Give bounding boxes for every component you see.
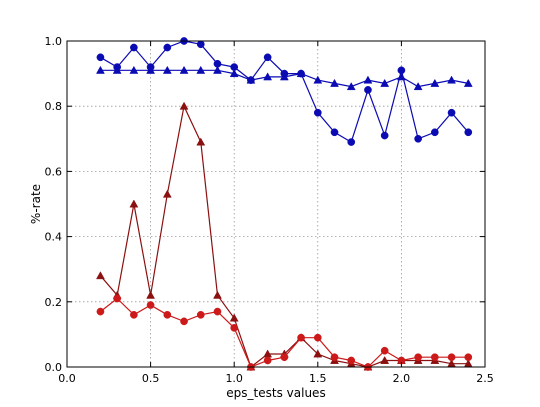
data-point-triangle	[313, 75, 323, 84]
data-point-circle	[196, 40, 205, 49]
data-point-circle	[347, 138, 356, 146]
data-point-triangle	[96, 271, 105, 280]
data-point-circle	[430, 353, 439, 362]
data-point-circle	[297, 333, 305, 342]
data-point-triangle	[229, 69, 239, 78]
x-tick-label: 2.0	[393, 372, 411, 385]
y-tick-label: 0.0	[45, 361, 63, 374]
data-point-circle	[414, 134, 422, 143]
data-point-triangle	[246, 75, 256, 84]
data-point-circle	[163, 310, 172, 319]
x-tick-label: 2.5	[476, 372, 494, 385]
data-point-triangle	[146, 65, 156, 74]
series-layer	[96, 37, 473, 371]
data-point-circle	[230, 324, 239, 332]
data-point-triangle	[430, 78, 440, 87]
series-1	[96, 65, 473, 91]
data-point-circle	[96, 53, 105, 62]
data-point-triangle	[380, 355, 390, 364]
data-point-triangle	[380, 78, 390, 87]
data-point-triangle	[296, 69, 306, 78]
data-point-circle	[464, 128, 473, 137]
data-point-triangle	[162, 189, 172, 198]
data-point-circle	[130, 43, 138, 52]
data-point-triangle	[162, 65, 172, 74]
data-point-triangle	[413, 82, 423, 91]
data-point-circle	[380, 346, 389, 355]
data-point-triangle	[346, 82, 356, 91]
y-axis-label: %-rate	[29, 184, 43, 224]
data-point-circle	[364, 86, 372, 94]
data-point-triangle	[129, 199, 139, 208]
data-point-circle	[180, 317, 188, 326]
data-point-triangle	[313, 349, 323, 358]
data-point-triangle	[330, 78, 339, 87]
data-point-triangle	[396, 72, 406, 81]
data-point-triangle	[179, 65, 189, 74]
data-point-circle	[347, 356, 356, 365]
axis-ticks: 0.0 0.5 1.0 1.5 2.0 2.5 0.0 0.2 0.4 0.6 0.8 1.0	[45, 35, 494, 385]
data-point-circle	[330, 353, 339, 362]
series-0	[96, 37, 473, 146]
x-tick-label: 1.5	[309, 372, 327, 385]
data-point-circle	[163, 43, 172, 52]
data-point-circle	[213, 307, 222, 316]
data-point-triangle	[279, 72, 289, 81]
series-line	[100, 40, 469, 143]
data-point-circle	[113, 294, 122, 303]
data-point-circle	[130, 310, 138, 319]
data-point-triangle	[447, 75, 456, 84]
y-tick-label: 0.4	[45, 231, 63, 244]
data-point-triangle	[363, 75, 373, 84]
data-point-triangle	[213, 290, 222, 299]
data-point-triangle	[129, 65, 139, 74]
data-point-triangle	[263, 72, 273, 81]
data-point-circle	[447, 353, 456, 362]
data-point-circle	[313, 108, 322, 117]
data-point-triangle	[229, 313, 239, 322]
y-tick-label: 0.6	[45, 165, 63, 178]
y-tick-label: 0.2	[45, 296, 63, 309]
plot-frame	[66, 40, 486, 368]
data-point-circle	[380, 131, 389, 140]
x-tick-label: 0.5	[142, 372, 160, 385]
data-point-triangle	[179, 101, 189, 110]
data-point-triangle	[196, 65, 206, 74]
series-3	[96, 294, 473, 371]
data-point-circle	[414, 353, 422, 362]
y-tick-label: 0.8	[45, 100, 63, 113]
data-point-triangle	[96, 65, 105, 74]
data-point-triangle	[463, 78, 473, 87]
x-tick-label: 0.0	[58, 372, 76, 385]
y-tick-label: 1.0	[45, 35, 63, 48]
data-point-circle	[313, 333, 322, 342]
data-point-circle	[330, 128, 339, 137]
data-point-circle	[263, 53, 272, 62]
data-point-triangle	[213, 65, 222, 74]
x-tick-label: 1.0	[225, 372, 243, 385]
data-point-circle	[263, 356, 272, 365]
data-point-triangle	[112, 65, 122, 74]
data-point-circle	[280, 353, 289, 362]
data-point-triangle	[146, 290, 156, 299]
data-point-circle	[146, 301, 155, 309]
data-point-circle	[96, 307, 105, 316]
data-point-triangle	[196, 137, 206, 146]
data-point-circle	[196, 310, 205, 319]
data-point-circle	[464, 353, 473, 362]
data-point-circle	[447, 108, 456, 117]
x-axis-label: eps_tests values	[226, 386, 325, 400]
data-point-circle	[430, 128, 439, 137]
series-2	[96, 101, 473, 371]
